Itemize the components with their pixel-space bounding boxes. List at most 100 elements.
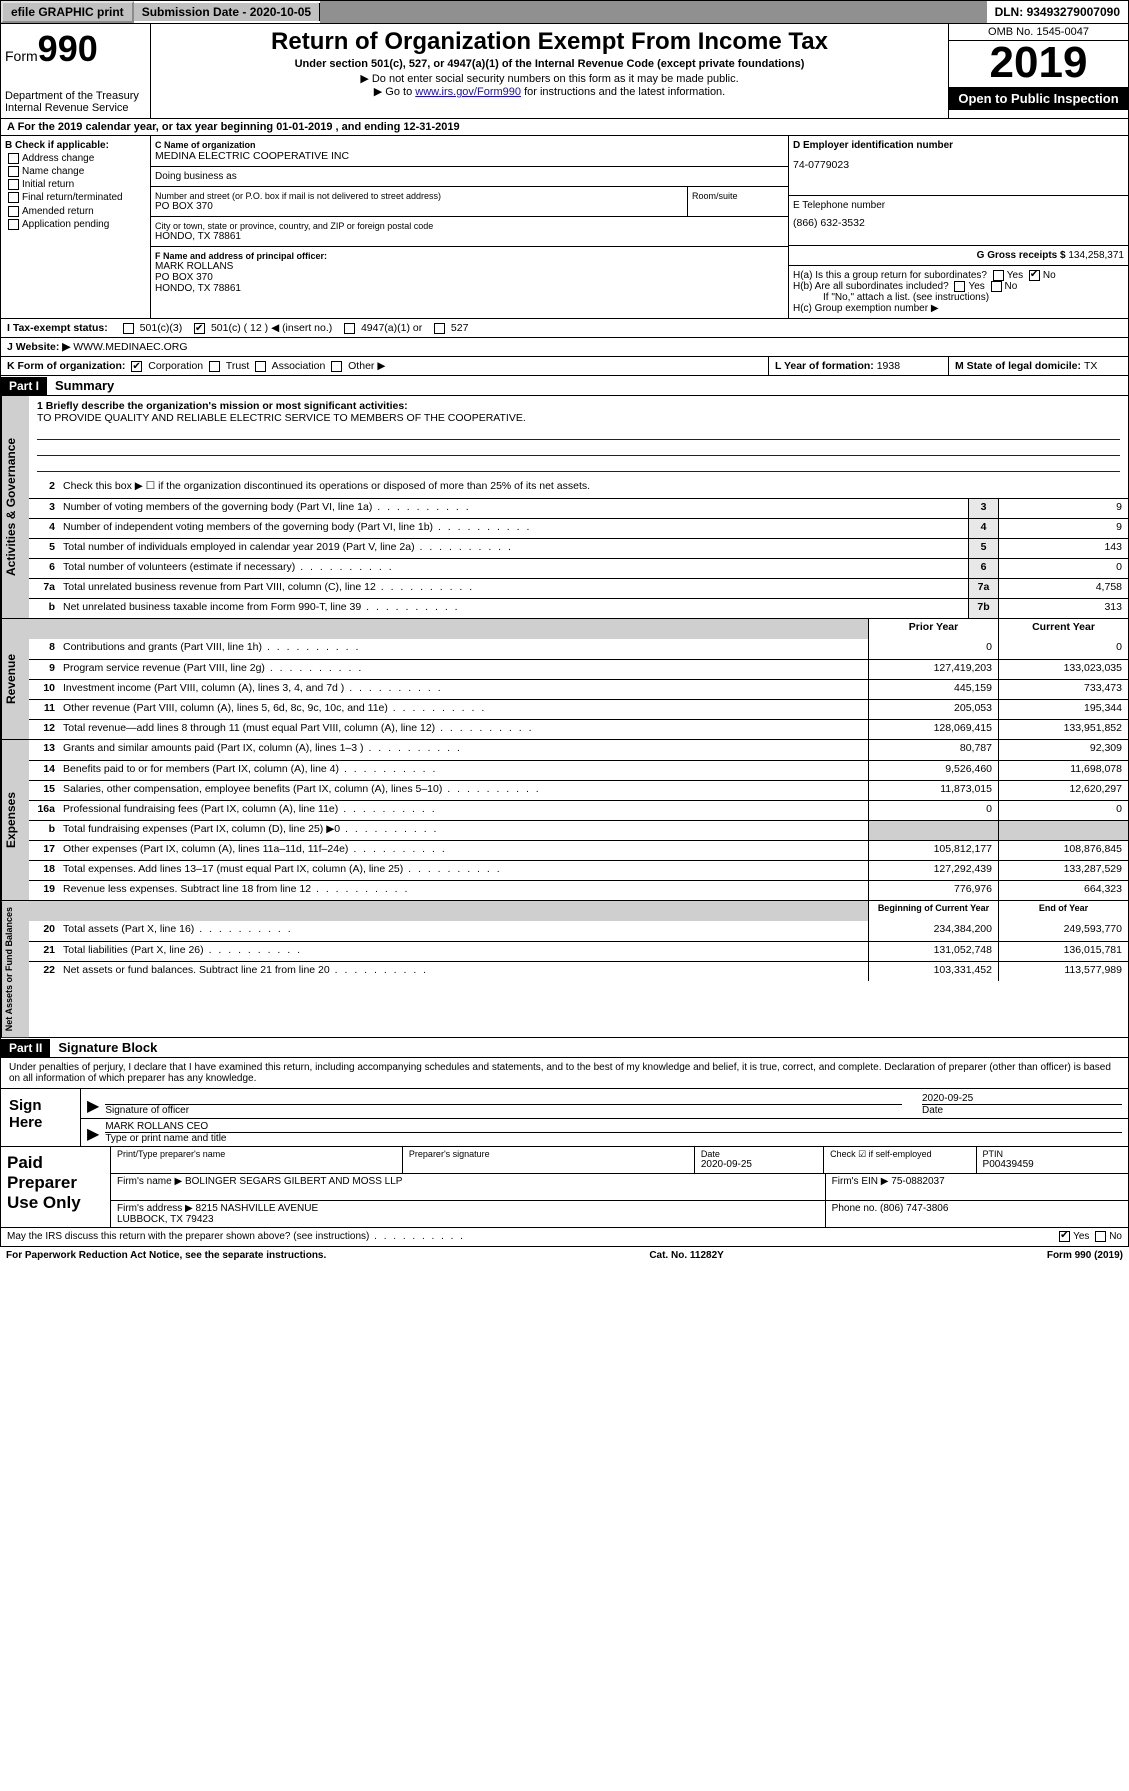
open-public-badge: Open to Public Inspection	[949, 87, 1128, 110]
subtitle-2: ▶ Do not enter social security numbers o…	[159, 72, 940, 85]
end-year-hdr: End of Year	[998, 901, 1128, 921]
opt-assoc: Association	[272, 360, 326, 372]
chk-501c3[interactable]	[123, 323, 134, 334]
hc-text: H(c) Group exemption number ▶	[793, 303, 1124, 314]
table-row: 17Other expenses (Part IX, column (A), l…	[29, 840, 1128, 860]
ha-text: H(a) Is this a group return for subordin…	[793, 270, 987, 281]
chk-other[interactable]	[331, 361, 342, 372]
city-row: City or town, state or province, country…	[151, 217, 788, 246]
col-right: D Employer identification number 74-0779…	[788, 136, 1128, 318]
table-row: 22Net assets or fund balances. Subtract …	[29, 961, 1128, 981]
signature-block: Under penalties of perjury, I declare th…	[0, 1058, 1129, 1228]
na-col-headers: Beginning of Current Year End of Year	[29, 901, 1128, 921]
prep-h4: Check ☑ if self-employed	[830, 1149, 969, 1160]
domicile: TX	[1084, 360, 1097, 372]
subdate-value: 2020-10-05	[250, 5, 311, 19]
firm-addr-lbl: Firm's address ▶	[117, 1203, 196, 1214]
chk-name-change[interactable]: Name change	[5, 166, 146, 177]
part2-title: Signature Block	[50, 1038, 165, 1057]
ptin: P00439459	[983, 1159, 1122, 1170]
topbar-spacer	[320, 1, 986, 23]
netassets-section: Net Assets or Fund Balances Beginning of…	[0, 901, 1129, 1038]
rowi-opts: 501(c)(3) 501(c) ( 12 ) ◀ (insert no.) 4…	[114, 319, 475, 337]
table-row: 18Total expenses. Add lines 13–17 (must …	[29, 860, 1128, 880]
chk-address-change[interactable]: Address change	[5, 153, 146, 164]
tax-year: 2019	[949, 41, 1128, 85]
sign-here-label: Sign Here	[1, 1089, 81, 1146]
city-state-zip: HONDO, TX 78861	[155, 231, 784, 242]
gov-side-label: Activities & Governance	[1, 396, 29, 618]
table-row: 3Number of voting members of the governi…	[29, 498, 1128, 518]
dln: DLN: 93493279007090	[987, 3, 1128, 21]
prep-h3: Date	[701, 1149, 817, 1159]
form-number-box: Form990 Department of the Treasury Inter…	[1, 24, 151, 118]
chk-label-3: Final return/terminated	[22, 193, 123, 204]
ha-no[interactable]	[1029, 270, 1040, 281]
hb-yes[interactable]	[954, 281, 965, 292]
year-box: OMB No. 1545-0047 2019 Open to Public In…	[948, 24, 1128, 118]
officer-name-addr: MARK ROLLANS PO BOX 370 HONDO, TX 78861	[155, 261, 784, 294]
form-prefix: Form	[5, 48, 38, 64]
current-year-hdr: Current Year	[998, 619, 1128, 639]
officer-box: F Name and address of principal officer:…	[151, 246, 788, 298]
ein-caption: D Employer identification number	[793, 140, 1124, 151]
hb-no[interactable]	[991, 281, 1002, 292]
col-mid: C Name of organization MEDINA ELECTRIC C…	[151, 136, 788, 318]
gross-caption: G Gross receipts $	[977, 250, 1069, 261]
beg-year-hdr: Beginning of Current Year	[868, 901, 998, 921]
year-formation: 1938	[877, 360, 900, 372]
firm-ein-lbl: Firm's EIN ▶	[832, 1176, 892, 1187]
expenses-section: Expenses 13Grants and similar amounts pa…	[0, 740, 1129, 901]
table-row: 13Grants and similar amounts paid (Part …	[29, 740, 1128, 760]
chk-label-2: Initial return	[22, 179, 74, 190]
table-row: 11Other revenue (Part VIII, column (A), …	[29, 699, 1128, 719]
table-row: 19Revenue less expenses. Subtract line 1…	[29, 880, 1128, 900]
revenue-section: Revenue Prior Year Current Year 8Contrib…	[0, 619, 1129, 740]
governance-section: Activities & Governance 1 Briefly descri…	[0, 396, 1129, 619]
chk-amended[interactable]: Amended return	[5, 206, 146, 217]
opt-trust: Trust	[226, 360, 250, 372]
instructions-link[interactable]: www.irs.gov/Form990	[415, 86, 521, 98]
discuss-no[interactable]	[1095, 1231, 1106, 1242]
dln-label: DLN:	[995, 5, 1027, 19]
hb-text: H(b) Are all subordinates included?	[793, 281, 949, 292]
ha-yes[interactable]	[993, 270, 1004, 281]
domicile-label: M State of legal domicile:	[955, 360, 1084, 372]
efile-print-button[interactable]: efile GRAPHIC print	[1, 1, 134, 23]
bottom-row: For Paperwork Reduction Act Notice, see …	[0, 1247, 1129, 1264]
prep-h5: PTIN	[983, 1149, 1122, 1159]
chk-final-return[interactable]: Final return/terminated	[5, 192, 146, 203]
chk-app-pending[interactable]: Application pending	[5, 219, 146, 230]
chk-trust[interactable]	[209, 361, 220, 372]
sig-arrow-icon: ▶	[87, 1096, 99, 1116]
chk-corp[interactable]	[131, 361, 142, 372]
chk-527[interactable]	[434, 323, 445, 334]
ein-box: D Employer identification number 74-0779…	[789, 136, 1128, 196]
prep-phone: (806) 747-3806	[880, 1203, 948, 1214]
table-row: 14Benefits paid to or for members (Part …	[29, 760, 1128, 780]
table-row: 7aTotal unrelated business revenue from …	[29, 578, 1128, 598]
prep-phone-lbl: Phone no.	[832, 1203, 880, 1214]
chk-501c[interactable]	[194, 323, 205, 334]
cat-no: Cat. No. 11282Y	[649, 1250, 723, 1261]
subtitle-1: Under section 501(c), 527, or 4947(a)(1)…	[159, 58, 940, 70]
prior-year-hdr: Prior Year	[868, 619, 998, 639]
chk-label-4: Amended return	[22, 206, 94, 217]
table-row: 21Total liabilities (Part X, line 26)131…	[29, 941, 1128, 961]
tax-exempt-label: I Tax-exempt status:	[1, 319, 114, 337]
table-row: bTotal fundraising expenses (Part IX, co…	[29, 820, 1128, 840]
chk-assoc[interactable]	[255, 361, 266, 372]
dln-value: 93493279007090	[1027, 5, 1120, 19]
chk-label-1: Name change	[22, 166, 84, 177]
col-b-checkboxes: B Check if applicable: Address change Na…	[1, 136, 151, 318]
table-row: 16aProfessional fundraising fees (Part I…	[29, 800, 1128, 820]
prep-h2: Preparer's signature	[409, 1149, 688, 1159]
discuss-yes[interactable]	[1059, 1231, 1070, 1242]
chk-4947[interactable]	[344, 323, 355, 334]
chk-initial-return[interactable]: Initial return	[5, 179, 146, 190]
part2-badge: Part II	[1, 1039, 50, 1057]
opt-4947: 4947(a)(1) or	[361, 322, 422, 334]
form-header: Form990 Department of the Treasury Inter…	[0, 24, 1129, 119]
website-value: WWW.MEDINAEC.ORG	[73, 341, 187, 353]
table-row: 9Program service revenue (Part VIII, lin…	[29, 659, 1128, 679]
